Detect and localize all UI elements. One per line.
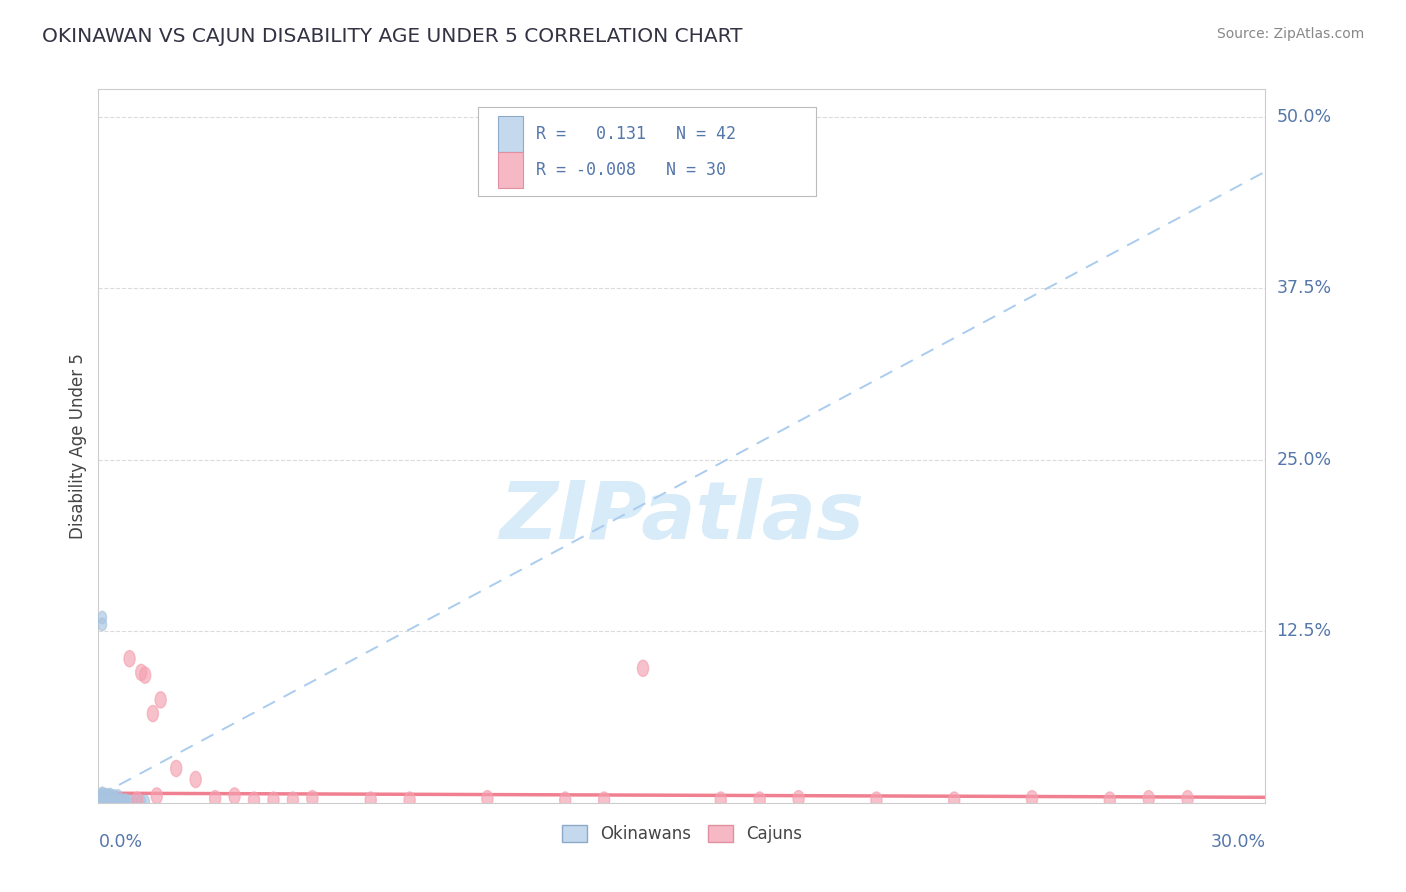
Ellipse shape (482, 790, 494, 806)
Ellipse shape (105, 795, 114, 807)
FancyBboxPatch shape (498, 116, 523, 152)
Text: 37.5%: 37.5% (1277, 279, 1331, 297)
Ellipse shape (716, 792, 727, 808)
Ellipse shape (135, 665, 146, 681)
Ellipse shape (118, 794, 127, 806)
Ellipse shape (152, 788, 162, 804)
Ellipse shape (134, 795, 142, 807)
Ellipse shape (121, 795, 129, 807)
Ellipse shape (949, 792, 960, 808)
Ellipse shape (101, 794, 111, 806)
Ellipse shape (132, 792, 143, 808)
Ellipse shape (101, 797, 111, 809)
Ellipse shape (637, 660, 648, 676)
Ellipse shape (98, 792, 107, 805)
Text: ZIPatlas: ZIPatlas (499, 478, 865, 557)
Ellipse shape (110, 795, 118, 807)
Text: OKINAWAN VS CAJUN DISABILITY AGE UNDER 5 CORRELATION CHART: OKINAWAN VS CAJUN DISABILITY AGE UNDER 5… (42, 27, 742, 45)
Text: 30.0%: 30.0% (1211, 833, 1265, 851)
Ellipse shape (560, 792, 571, 808)
Ellipse shape (793, 790, 804, 806)
Ellipse shape (1182, 790, 1194, 806)
Ellipse shape (1143, 790, 1154, 806)
Text: R = -0.008   N = 30: R = -0.008 N = 30 (536, 161, 725, 178)
Ellipse shape (101, 795, 111, 807)
Ellipse shape (136, 795, 145, 807)
Ellipse shape (155, 692, 166, 708)
Ellipse shape (170, 760, 181, 777)
Legend: Okinawans, Cajuns: Okinawans, Cajuns (554, 817, 810, 852)
Ellipse shape (1026, 790, 1038, 806)
Ellipse shape (148, 706, 159, 722)
Text: 25.0%: 25.0% (1277, 450, 1331, 468)
Ellipse shape (366, 792, 377, 808)
Ellipse shape (98, 611, 107, 624)
Ellipse shape (229, 788, 240, 804)
Ellipse shape (110, 791, 118, 804)
Ellipse shape (101, 789, 111, 802)
Ellipse shape (98, 789, 107, 802)
Ellipse shape (98, 618, 107, 631)
Ellipse shape (1104, 792, 1115, 808)
Ellipse shape (599, 792, 610, 808)
Ellipse shape (114, 789, 122, 802)
Ellipse shape (124, 650, 135, 667)
Ellipse shape (141, 795, 149, 807)
Ellipse shape (139, 667, 150, 683)
Text: Source: ZipAtlas.com: Source: ZipAtlas.com (1216, 27, 1364, 41)
Ellipse shape (105, 792, 114, 805)
Text: 50.0%: 50.0% (1277, 108, 1331, 126)
Ellipse shape (101, 791, 111, 804)
Ellipse shape (98, 797, 107, 809)
Y-axis label: Disability Age Under 5: Disability Age Under 5 (69, 353, 87, 539)
Ellipse shape (101, 792, 111, 805)
Ellipse shape (125, 795, 134, 807)
Ellipse shape (101, 789, 111, 801)
FancyBboxPatch shape (478, 107, 815, 196)
Ellipse shape (110, 792, 118, 805)
Ellipse shape (105, 797, 114, 809)
Ellipse shape (110, 797, 118, 809)
Ellipse shape (269, 792, 278, 808)
FancyBboxPatch shape (498, 152, 523, 187)
Ellipse shape (121, 794, 129, 806)
Ellipse shape (870, 792, 882, 808)
Ellipse shape (98, 787, 107, 799)
Ellipse shape (209, 790, 221, 806)
Ellipse shape (105, 791, 114, 804)
Ellipse shape (118, 795, 127, 807)
Ellipse shape (404, 792, 415, 808)
Ellipse shape (287, 792, 298, 808)
Ellipse shape (114, 797, 122, 809)
Ellipse shape (98, 794, 107, 806)
Ellipse shape (105, 789, 114, 802)
Text: R =   0.131   N = 42: R = 0.131 N = 42 (536, 125, 735, 143)
Ellipse shape (110, 789, 118, 802)
Ellipse shape (114, 794, 122, 806)
Ellipse shape (190, 772, 201, 788)
Text: 0.0%: 0.0% (98, 833, 142, 851)
Text: 12.5%: 12.5% (1277, 623, 1331, 640)
Ellipse shape (98, 795, 107, 807)
Ellipse shape (105, 789, 114, 801)
Ellipse shape (307, 790, 318, 806)
Ellipse shape (98, 789, 107, 801)
Ellipse shape (249, 792, 260, 808)
Ellipse shape (114, 795, 122, 807)
Ellipse shape (129, 795, 138, 807)
Ellipse shape (105, 794, 114, 806)
Ellipse shape (110, 794, 118, 806)
Ellipse shape (754, 792, 765, 808)
